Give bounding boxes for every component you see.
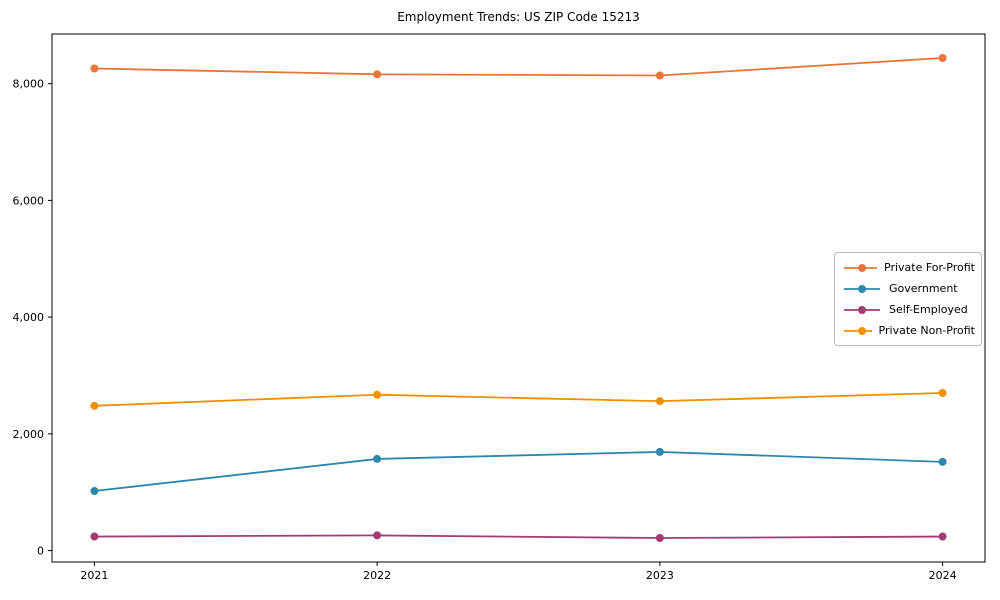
marker-private-non-profit <box>938 388 947 397</box>
legend-dot <box>858 263 866 272</box>
legend-dot <box>858 284 866 293</box>
legend-dot <box>858 326 866 335</box>
marker-private-non-profit <box>655 397 664 406</box>
y-tick-label: 2,000 <box>13 428 45 441</box>
line-private-for-profit <box>94 57 943 77</box>
marker-government <box>373 454 382 463</box>
marker-self-employed <box>938 532 947 541</box>
legend-dot <box>858 305 866 314</box>
marker-private-non-profit <box>90 401 99 410</box>
legend-marker-icon <box>844 326 872 335</box>
x-axis: 2021 2022 2023 2024 <box>80 562 957 582</box>
y-tick-label: 8,000 <box>13 78 45 91</box>
line-private-non-profit <box>94 392 943 407</box>
marker-private-for-profit <box>373 70 382 79</box>
legend-marker-icon <box>844 305 880 314</box>
legend-label: Self-Employed <box>889 303 968 316</box>
marker-government <box>938 457 947 466</box>
legend-item-private-for-profit: Private For-Profit <box>842 259 975 276</box>
marker-private-for-profit <box>938 53 947 62</box>
legend-item-government: Government <box>842 280 975 297</box>
legend-label: Government <box>889 282 958 295</box>
marker-government <box>655 447 664 456</box>
x-tick-label: 2022 <box>363 569 391 582</box>
legend-item-private-non-profit: Private Non-Profit <box>842 322 975 339</box>
plot-border <box>51 33 986 563</box>
line-self-employed <box>94 534 943 539</box>
marker-self-employed <box>655 534 664 543</box>
x-tick-label: 2021 <box>80 569 108 582</box>
legend-label: Private Non-Profit <box>878 324 975 337</box>
y-axis: 0 2,000 4,000 6,000 8,000 <box>13 78 52 558</box>
marker-government <box>90 487 99 496</box>
marker-self-employed <box>90 532 99 541</box>
legend-label: Private For-Profit <box>884 261 975 274</box>
marker-private-for-profit <box>90 64 99 73</box>
y-tick-label: 0 <box>37 545 44 558</box>
legend-item-self-employed: Self-Employed <box>842 301 975 318</box>
chart-title: Employment Trends: US ZIP Code 15213 <box>397 10 640 24</box>
legend: Private For-Profit Government Self-Employe… <box>834 252 982 346</box>
y-tick-label: 6,000 <box>13 194 45 207</box>
legend-marker-icon <box>844 263 877 272</box>
x-tick-label: 2024 <box>929 569 957 582</box>
x-tick-label: 2023 <box>646 569 674 582</box>
marker-self-employed <box>373 531 382 540</box>
y-tick-label: 4,000 <box>13 311 45 324</box>
marker-private-non-profit <box>373 390 382 399</box>
legend-marker-icon <box>844 284 880 293</box>
line-government <box>94 451 943 492</box>
marker-private-for-profit <box>655 71 664 80</box>
series-lines <box>90 53 947 543</box>
